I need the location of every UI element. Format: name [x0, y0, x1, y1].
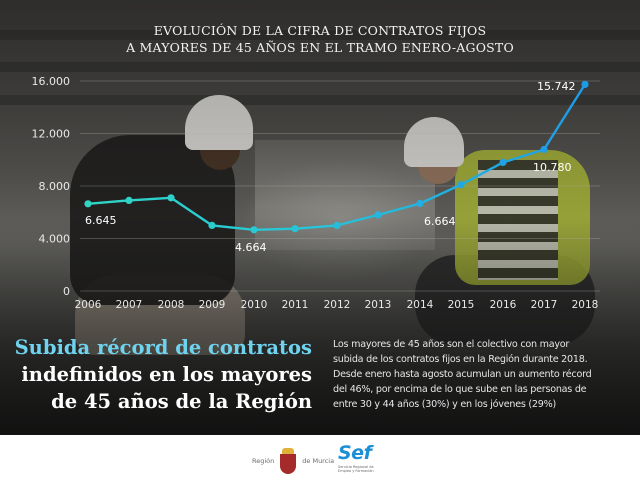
data-point — [333, 221, 341, 229]
y-tick: 8.000 — [39, 180, 71, 193]
data-point — [125, 196, 133, 204]
murcia-coat-of-arms-icon — [280, 448, 297, 474]
data-label-2018: 15.742 — [537, 80, 576, 93]
logo-text-region: Región — [252, 457, 275, 465]
data-point — [416, 199, 424, 208]
body-line: Los mayores de 45 años son el colectivo … — [333, 339, 570, 350]
x-tick: 2008 — [158, 299, 185, 311]
data-point — [374, 211, 382, 219]
sef-logo: Sef Servicio Regional de Empleo y Formac… — [338, 443, 378, 473]
data-point — [291, 225, 299, 233]
y-tick: 12.000 — [32, 128, 71, 141]
x-tick: 2015 — [448, 299, 475, 311]
x-tick: 2007 — [116, 299, 143, 311]
data-labels: 6.645 4.664 6.664 10.780 15.742 — [85, 80, 576, 254]
x-tick: 2010 — [241, 299, 268, 311]
y-axis-ticks: 16.000 12.000 8.000 4.000 0 — [32, 75, 71, 298]
body-line: Desde enero hasta agosto acumulan un aum… — [333, 369, 592, 380]
headline-line1: Subida récord de contratos — [14, 336, 312, 359]
x-tick: 2018 — [572, 299, 599, 311]
logo-text-de-murcia: de Murcia — [302, 457, 335, 465]
y-tick: 4.000 — [39, 233, 71, 246]
headline-line2: indefinidos en los mayores — [21, 363, 312, 386]
data-label-2010: 4.664 — [235, 241, 267, 254]
chart-title-line1: EVOLUCIÓN DE LA CIFRA DE CONTRATOS FIJOS — [153, 23, 487, 38]
x-tick: 2017 — [531, 299, 558, 311]
x-tick: 2014 — [407, 299, 434, 311]
sef-subtitle: Servicio Regional de Empleo y Formación — [338, 465, 374, 473]
background-photo — [0, 0, 640, 435]
y-tick: 0 — [63, 285, 70, 298]
data-point — [84, 200, 92, 208]
gridlines — [80, 80, 600, 292]
headline: Subida récord de contratos indefinidos e… — [15, 334, 312, 415]
region-de-murcia-logo: Región de Murcia — [252, 446, 334, 476]
body-line: del 46%, por encima de lo que sube en la… — [333, 384, 587, 395]
data-points — [84, 80, 589, 234]
chart-title-line2: A MAYORES DE 45 AÑOS EN EL TRAMO ENERO-A… — [126, 40, 514, 55]
y-tick: 16.000 — [32, 75, 71, 88]
x-tick: 2016 — [490, 299, 517, 311]
x-tick: 2013 — [365, 299, 392, 311]
x-axis-ticks: 2006 2007 2008 2009 2010 2011 2012 2013 … — [75, 299, 599, 311]
photo-overlay — [0, 0, 640, 435]
data-point — [457, 181, 465, 189]
body-paragraph: Los mayores de 45 años son el colectivo … — [333, 337, 633, 412]
x-tick: 2011 — [282, 299, 309, 311]
sef-wordmark: Sef — [338, 442, 372, 464]
data-point — [540, 145, 548, 154]
data-label-2014: 6.664 — [424, 215, 456, 228]
x-tick: 2009 — [199, 299, 226, 311]
footer — [0, 435, 640, 480]
shield-icon — [280, 454, 297, 474]
data-label-2006: 6.645 — [85, 214, 117, 227]
data-point — [208, 221, 216, 229]
body-line: entre 30 y 44 años (30%) y en los jóvene… — [333, 399, 556, 410]
series-line — [87, 83, 587, 232]
body-line: subida de los contratos fijos en la Regi… — [333, 354, 588, 365]
data-point — [167, 194, 175, 202]
x-tick: 2012 — [324, 299, 351, 311]
data-point — [250, 226, 258, 234]
data-label-2017: 10.780 — [533, 161, 572, 174]
data-point — [499, 158, 507, 166]
line-chart: 16.000 12.000 8.000 4.000 0 2006 2007 20… — [32, 75, 600, 311]
chart-title: EVOLUCIÓN DE LA CIFRA DE CONTRATOS FIJOS… — [0, 22, 640, 56]
crown-icon — [282, 448, 295, 454]
data-point — [581, 80, 589, 88]
x-tick: 2006 — [75, 299, 102, 311]
headline-line3: de 45 años de la Región — [51, 390, 312, 413]
